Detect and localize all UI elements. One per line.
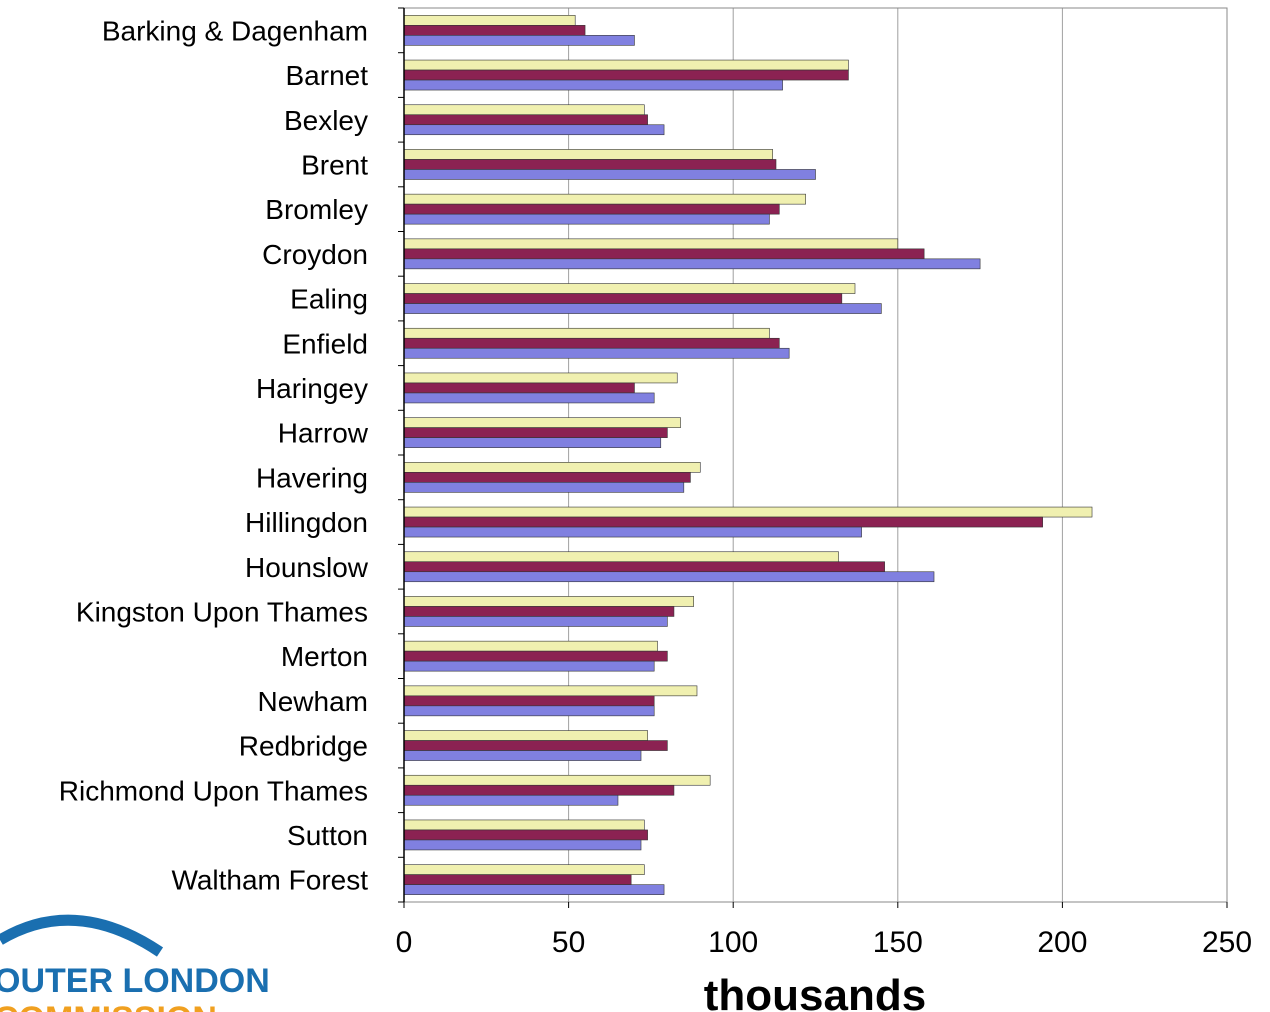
category-label: Bexley [284, 105, 368, 136]
bar [403, 561, 885, 573]
bar [403, 203, 780, 215]
bar [403, 685, 698, 697]
bar [403, 526, 862, 538]
tick-labels: 0 50 100 150 200 250 [396, 926, 1252, 959]
bar [403, 337, 780, 349]
category-label: Kingston Upon Thames [76, 596, 368, 627]
bar [403, 372, 678, 384]
bar [403, 169, 816, 180]
bar [403, 839, 642, 851]
category-label: Brent [301, 149, 368, 180]
category-label: Barnet [286, 60, 369, 91]
category-label: Hounslow [245, 552, 369, 583]
bar [403, 616, 668, 627]
bar [403, 864, 645, 875]
bar [403, 79, 783, 91]
bar [403, 506, 1093, 518]
x-tick-label: 100 [708, 926, 758, 959]
logo-arc [0, 914, 164, 957]
bar [403, 258, 981, 270]
bar [403, 392, 655, 404]
x-tick-label: 250 [1202, 926, 1252, 959]
bar [403, 774, 711, 786]
bar [403, 238, 899, 250]
bar [403, 35, 635, 46]
bar [403, 327, 770, 339]
bar [403, 874, 632, 885]
bar [403, 750, 642, 761]
bar [403, 472, 691, 483]
category-labels: Barking & Dagenham Barnet Bexley Brent Broml… [59, 15, 369, 895]
bar [403, 650, 668, 662]
category-label: Richmond Upon Thames [59, 775, 368, 806]
x-tick-label: 0 [396, 926, 413, 959]
category-label: Harrow [278, 418, 369, 449]
bar [403, 283, 856, 294]
grid-lines [568, 8, 1063, 902]
bar [403, 149, 774, 160]
bar [403, 114, 648, 126]
bar [403, 213, 770, 225]
category-label: Barking & Dagenham [102, 15, 368, 46]
bar [403, 640, 658, 652]
bar [403, 551, 839, 563]
logo-text-line1: OUTER LONDON [0, 962, 270, 1000]
bar [403, 829, 648, 841]
bar [403, 59, 849, 71]
outer-london-commission-logo: OUTER LONDON COMMISSION [0, 914, 270, 1012]
logo-text-line2: COMMISSION [0, 1000, 217, 1012]
bar [403, 437, 662, 448]
bar [403, 159, 777, 170]
bar [403, 15, 576, 26]
category-label: Bromley [265, 194, 368, 225]
bar [403, 427, 668, 438]
x-tick-label: 200 [1037, 926, 1087, 959]
bar [403, 248, 925, 260]
x-axis-title: thousands [704, 971, 926, 1012]
category-label: Redbridge [239, 731, 368, 762]
bar [403, 596, 694, 607]
bar [403, 819, 645, 831]
bar [403, 293, 843, 304]
bar [403, 705, 655, 717]
bar [403, 25, 586, 36]
category-label: Newham [258, 686, 368, 717]
bar [403, 382, 635, 394]
bar [403, 794, 619, 806]
category-label: Enfield [282, 328, 368, 359]
bar [403, 784, 675, 796]
bar [403, 303, 882, 314]
bar [403, 606, 675, 617]
x-tick-label: 150 [873, 926, 923, 959]
category-label: Merton [281, 641, 368, 672]
category-label: Croydon [262, 239, 368, 270]
category-label: Hillingdon [245, 507, 368, 538]
bar [403, 193, 806, 205]
category-label: Ealing [290, 284, 368, 315]
bar [403, 884, 665, 895]
bar [403, 695, 655, 707]
category-label: Havering [256, 462, 368, 493]
bar [403, 462, 701, 473]
category-label: Waltham Forest [171, 865, 368, 896]
category-label: Haringey [256, 373, 368, 404]
bar [403, 660, 655, 672]
bar [403, 730, 648, 741]
bar [403, 482, 685, 493]
bar [403, 516, 1043, 528]
axes [398, 7, 1228, 908]
bar [403, 347, 790, 359]
bar [403, 740, 668, 751]
bar [403, 69, 849, 81]
category-label: Sutton [287, 820, 368, 851]
bar [403, 571, 935, 583]
bar [403, 417, 681, 428]
plot-area-border [403, 7, 1228, 903]
bar [403, 104, 645, 116]
x-tick-label: 50 [552, 926, 585, 959]
bar-group [403, 15, 1093, 895]
bar [403, 124, 665, 136]
